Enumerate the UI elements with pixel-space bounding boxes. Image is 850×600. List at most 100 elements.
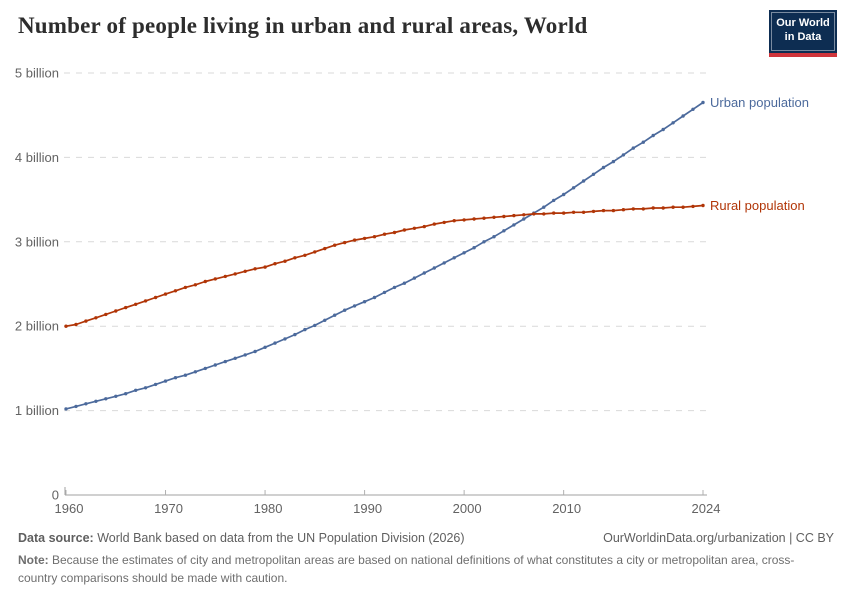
data-point-urban[interactable] xyxy=(203,366,207,371)
data-point-rural[interactable] xyxy=(283,259,287,263)
data-point-urban[interactable] xyxy=(502,229,506,233)
data-point-rural[interactable] xyxy=(422,224,426,229)
data-point-urban[interactable] xyxy=(691,107,695,111)
data-point-rural[interactable] xyxy=(333,243,337,247)
data-point-rural[interactable] xyxy=(124,305,128,310)
data-point-urban[interactable] xyxy=(522,217,526,221)
data-point-rural[interactable] xyxy=(651,206,655,210)
data-point-rural[interactable] xyxy=(183,285,188,290)
data-point-rural[interactable] xyxy=(482,216,486,220)
data-point-urban[interactable] xyxy=(591,172,596,176)
data-point-rural[interactable] xyxy=(522,213,526,217)
data-point-rural[interactable] xyxy=(472,217,476,221)
data-point-rural[interactable] xyxy=(681,205,685,209)
data-point-rural[interactable] xyxy=(74,322,78,327)
series-label-urban[interactable]: Urban population xyxy=(710,95,809,110)
data-point-rural[interactable] xyxy=(502,214,506,219)
data-point-rural[interactable] xyxy=(581,210,586,214)
data-point-urban[interactable] xyxy=(542,205,546,209)
series-line-rural[interactable] xyxy=(65,204,704,328)
data-point-rural[interactable] xyxy=(263,265,267,269)
data-point-rural[interactable] xyxy=(303,253,307,257)
data-point-urban[interactable] xyxy=(114,394,118,398)
data-point-urban[interactable] xyxy=(422,271,426,275)
data-point-rural[interactable] xyxy=(104,312,108,317)
data-point-rural[interactable] xyxy=(562,211,566,215)
data-point-urban[interactable] xyxy=(64,407,68,411)
data-point-urban[interactable] xyxy=(183,373,188,377)
data-point-urban[interactable] xyxy=(661,127,665,132)
data-point-rural[interactable] xyxy=(661,206,665,210)
data-point-urban[interactable] xyxy=(562,192,566,197)
data-point-rural[interactable] xyxy=(293,256,297,260)
data-point-rural[interactable] xyxy=(412,226,417,230)
data-point-urban[interactable] xyxy=(352,304,357,308)
data-point-urban[interactable] xyxy=(571,186,576,190)
data-point-rural[interactable] xyxy=(452,219,456,223)
data-point-rural[interactable] xyxy=(243,269,247,273)
data-point-rural[interactable] xyxy=(143,299,148,303)
data-point-urban[interactable] xyxy=(323,318,327,322)
data-point-urban[interactable] xyxy=(402,281,407,285)
data-point-urban[interactable] xyxy=(333,313,337,317)
data-point-urban[interactable] xyxy=(681,114,685,118)
data-point-urban[interactable] xyxy=(243,353,247,357)
data-point-rural[interactable] xyxy=(343,240,347,245)
data-point-urban[interactable] xyxy=(482,240,486,244)
data-point-urban[interactable] xyxy=(283,337,287,341)
data-point-rural[interactable] xyxy=(552,211,556,215)
data-point-urban[interactable] xyxy=(303,327,307,332)
data-point-rural[interactable] xyxy=(173,289,178,293)
data-point-rural[interactable] xyxy=(64,324,68,328)
data-point-rural[interactable] xyxy=(233,272,237,276)
series-label-rural[interactable]: Rural population xyxy=(710,198,805,213)
data-point-urban[interactable] xyxy=(601,165,606,170)
data-point-rural[interactable] xyxy=(213,277,217,281)
data-point-rural[interactable] xyxy=(571,210,576,214)
data-point-rural[interactable] xyxy=(323,246,327,251)
data-point-urban[interactable] xyxy=(651,133,655,138)
data-point-rural[interactable] xyxy=(611,208,616,213)
data-point-rural[interactable] xyxy=(402,228,407,232)
data-point-urban[interactable] xyxy=(213,363,217,367)
data-point-urban[interactable] xyxy=(124,392,128,396)
data-point-urban[interactable] xyxy=(611,159,616,164)
data-point-rural[interactable] xyxy=(203,279,207,284)
data-point-urban[interactable] xyxy=(223,359,227,364)
owid-logo[interactable]: Our World in Data xyxy=(769,10,837,57)
data-point-rural[interactable] xyxy=(382,232,387,236)
data-point-urban[interactable] xyxy=(173,376,178,380)
series-line-urban[interactable] xyxy=(65,101,704,410)
data-point-rural[interactable] xyxy=(163,292,168,296)
data-point-rural[interactable] xyxy=(134,302,138,306)
data-point-urban[interactable] xyxy=(233,356,237,360)
data-point-urban[interactable] xyxy=(671,121,675,125)
data-point-rural[interactable] xyxy=(691,204,695,209)
data-point-rural[interactable] xyxy=(542,212,546,216)
data-point-urban[interactable] xyxy=(372,295,377,300)
data-point-urban[interactable] xyxy=(392,285,397,290)
data-point-rural[interactable] xyxy=(392,230,397,235)
data-point-urban[interactable] xyxy=(581,179,586,183)
data-point-rural[interactable] xyxy=(442,220,446,225)
data-point-urban[interactable] xyxy=(452,256,456,260)
data-point-urban[interactable] xyxy=(134,388,138,392)
data-point-rural[interactable] xyxy=(94,316,98,320)
data-point-urban[interactable] xyxy=(621,153,626,157)
data-point-rural[interactable] xyxy=(641,207,645,211)
data-point-rural[interactable] xyxy=(253,267,257,271)
data-point-rural[interactable] xyxy=(671,205,675,209)
data-point-rural[interactable] xyxy=(114,309,118,313)
data-point-rural[interactable] xyxy=(84,319,88,323)
data-point-rural[interactable] xyxy=(313,250,317,254)
data-point-rural[interactable] xyxy=(591,209,596,214)
data-point-urban[interactable] xyxy=(263,345,267,349)
data-point-urban[interactable] xyxy=(641,140,645,144)
data-point-urban[interactable] xyxy=(492,235,496,239)
data-point-urban[interactable] xyxy=(74,404,78,409)
data-point-urban[interactable] xyxy=(472,246,476,250)
data-point-urban[interactable] xyxy=(84,402,88,406)
data-point-urban[interactable] xyxy=(313,323,317,328)
data-point-urban[interactable] xyxy=(442,261,446,265)
data-point-urban[interactable] xyxy=(631,146,635,150)
